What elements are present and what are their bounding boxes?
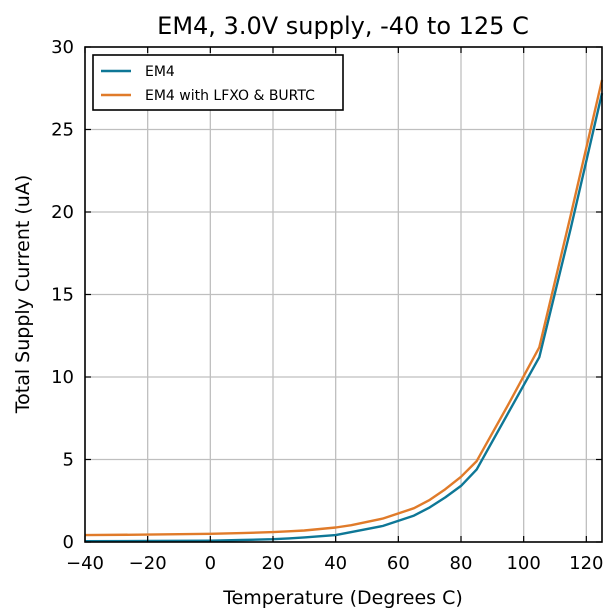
x-tick-label: 20 xyxy=(262,553,285,574)
x-tick-label: 120 xyxy=(569,553,603,574)
plot-lines xyxy=(84,79,604,543)
y-tick-label: 10 xyxy=(51,367,74,388)
y-axis-label: Total Supply Current (uA) xyxy=(12,175,34,414)
x-tick-label: −40 xyxy=(66,553,104,574)
x-tick-label: 80 xyxy=(450,553,473,574)
series-line-2 xyxy=(84,79,604,537)
grid xyxy=(85,47,602,542)
y-tick-label: 15 xyxy=(51,285,74,306)
x-axis-label: Temperature (Degrees C) xyxy=(222,587,463,609)
y-tick-label: 0 xyxy=(63,532,74,553)
y-tick-label: 5 xyxy=(63,450,74,471)
series-line-1 xyxy=(84,92,604,543)
x-tick-label: −20 xyxy=(129,553,167,574)
ticks: −40 −20 0 20 40 60 80 100 120 0 5 10 15 20 25 30 xyxy=(51,37,603,574)
legend-box xyxy=(92,54,344,111)
legend-label: EM4 xyxy=(145,64,175,80)
x-tick-label: 0 xyxy=(205,553,216,574)
chart-title: EM4, 3.0V supply, -40 to 125 C xyxy=(157,12,529,40)
y-tick-label: 25 xyxy=(51,120,74,141)
y-tick-label: 30 xyxy=(51,37,74,58)
x-tick-label: 100 xyxy=(506,553,540,574)
x-tick-label: 60 xyxy=(387,553,410,574)
x-tick-label: 40 xyxy=(324,553,347,574)
legend-label: EM4 with LFXO & BURTC xyxy=(145,88,315,104)
y-tick-label: 20 xyxy=(51,202,74,223)
legend: EM4 EM4 with LFXO & BURTC xyxy=(92,54,344,111)
